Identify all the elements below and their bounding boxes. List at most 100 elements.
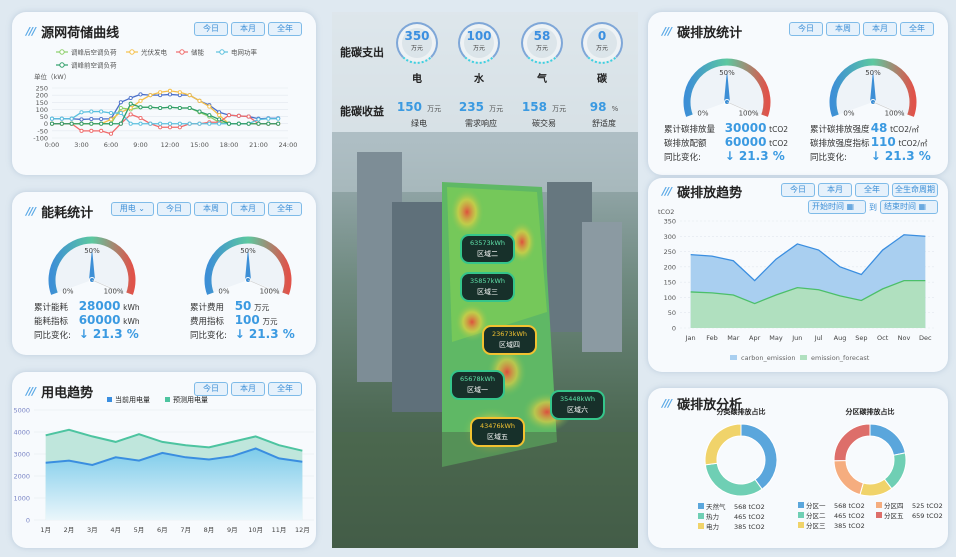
data-point — [59, 116, 64, 121]
legend-value: 659 tCO2 — [912, 512, 943, 520]
x-tick-label: Dec — [919, 334, 932, 342]
series-area — [45, 448, 303, 520]
x-tick-label: 24:00 — [279, 141, 298, 149]
series-area — [690, 280, 926, 328]
zone-name: 区域一 — [467, 386, 488, 394]
donut-slice — [833, 459, 864, 496]
building-view: 能碳支出 能碳收益 350 万元 电 100 万元 水 58 万元 气 0 万元 碳 1… — [332, 12, 638, 548]
gauge-mid-label: 50% — [240, 247, 256, 255]
data-point — [276, 116, 281, 121]
y-tick-label: 350 — [664, 218, 676, 226]
legend-marker — [730, 355, 737, 360]
data-point — [217, 121, 222, 126]
today-button[interactable]: 今日 — [194, 22, 228, 36]
data-point — [59, 121, 64, 126]
energy-type-select[interactable]: 用电 ⌄ — [110, 202, 154, 216]
zone-tag[interactable]: 35857kWh 区域三 — [460, 272, 515, 302]
zone-tag[interactable]: 23673kWh 区域四 — [482, 325, 537, 355]
data-point — [89, 128, 94, 133]
stat-label: 累计碳排放量 — [664, 125, 716, 135]
stat-value: 60000 — [724, 135, 767, 149]
x-tick-label: 9月 — [227, 526, 238, 534]
expense-name: 水 — [474, 74, 484, 85]
year-button[interactable]: 全年 — [268, 202, 302, 216]
month-button[interactable]: 本月 — [231, 382, 265, 396]
legend-name: 分区三 — [806, 521, 826, 530]
data-point — [217, 113, 222, 118]
legend-name: 热力 — [706, 512, 719, 521]
data-point — [158, 125, 163, 130]
panel-title: 碳排放趋势 — [677, 186, 743, 201]
stat-label: 同比变化: — [190, 331, 227, 341]
calendar-icon: ▦ — [918, 202, 927, 211]
gauge-min-label: 0% — [218, 288, 229, 296]
expense-name: 气 — [537, 74, 547, 85]
gauge-max-label: 100% — [739, 110, 759, 118]
data-point — [256, 117, 261, 122]
start-date-input[interactable]: 开始时间 ▦ — [808, 200, 866, 214]
data-point — [236, 113, 241, 118]
stat-unit: kWh — [123, 317, 140, 326]
data-point — [89, 121, 94, 126]
date-range-separator: 到 — [869, 202, 877, 212]
income-value: 235 — [458, 100, 484, 114]
panel-title: 能耗统计 — [41, 206, 94, 221]
x-tick-label: Jul — [814, 334, 823, 342]
zone-tag[interactable]: 35448kWh 区域六 — [550, 390, 605, 420]
month-button[interactable]: 本月 — [231, 22, 265, 36]
month-button[interactable]: 本月 — [231, 202, 265, 216]
zone-tag[interactable]: 43476kWh 区域五 — [470, 417, 525, 447]
data-point — [128, 121, 133, 126]
end-date-input[interactable]: 结束时间 ▦ — [880, 200, 938, 214]
zone-tag[interactable]: 63573kWh 区域二 — [460, 234, 515, 264]
stat-value: 30000 — [724, 121, 767, 135]
data-point — [138, 105, 143, 110]
legend-label: 调峰前空调负荷 — [71, 61, 117, 70]
stat-unit: tCO2/㎡ — [890, 125, 919, 134]
stat-value: ↓ 21.3 % — [78, 327, 139, 341]
today-button[interactable]: 今日 — [194, 382, 228, 396]
data-point — [148, 105, 153, 110]
income-name: 需求响应 — [465, 119, 497, 128]
today-button[interactable]: 今日 — [789, 22, 823, 36]
today-button[interactable]: 今日 — [157, 202, 191, 216]
zone-energy: 63573kWh — [470, 239, 505, 247]
year-button[interactable]: 全年 — [268, 382, 302, 396]
legend-marker — [129, 49, 135, 55]
income-value: 98 — [589, 100, 607, 114]
year-button[interactable]: 全年 — [855, 183, 889, 197]
data-point — [266, 121, 271, 126]
year-button[interactable]: 全年 — [268, 22, 302, 36]
zone-tag[interactable]: 65678kWh 区域一 — [450, 370, 505, 400]
data-point — [177, 121, 182, 126]
data-point — [118, 100, 123, 105]
week-button[interactable]: 本周 — [826, 22, 860, 36]
gauge-line — [247, 279, 280, 294]
zone-energy: 65678kWh — [460, 375, 495, 383]
stat-unit: tCO2 — [769, 139, 789, 148]
month-button[interactable]: 本月 — [863, 22, 897, 36]
stat-unit: 万元 — [262, 317, 278, 326]
stat-label: 费用指标 — [190, 317, 225, 327]
ring-icon: 100 万元 — [458, 22, 500, 64]
data-point — [177, 105, 182, 111]
month-button[interactable]: 本月 — [818, 183, 852, 197]
income-unit: 万元 — [427, 105, 442, 113]
lifecycle-button[interactable]: 全生命周期 — [892, 183, 938, 197]
legend-marker — [798, 502, 804, 508]
today-button[interactable]: 今日 — [781, 183, 815, 197]
gauge-arc — [48, 236, 136, 295]
y-tick-label: 200 — [36, 92, 48, 100]
series-line — [690, 279, 926, 305]
gauge-needle — [245, 248, 251, 280]
legend-label: carbon_emission — [741, 354, 796, 362]
week-button[interactable]: 本周 — [194, 202, 228, 216]
series-line — [52, 106, 279, 125]
panel-title: 源网荷储曲线 — [41, 26, 120, 41]
donut-slice — [869, 423, 906, 456]
data-point — [148, 93, 153, 98]
data-point — [118, 105, 123, 111]
y-tick-label: 250 — [36, 85, 48, 93]
title-bars-icon: /// — [662, 25, 672, 38]
year-button[interactable]: 全年 — [900, 22, 934, 36]
